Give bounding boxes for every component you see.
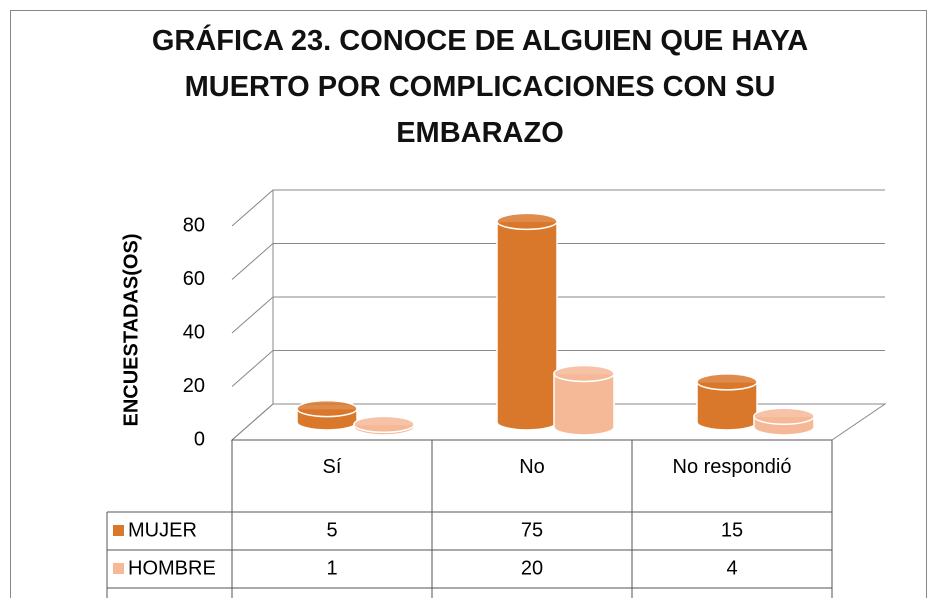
legend-key bbox=[113, 563, 124, 574]
bar-top bbox=[353, 415, 415, 434]
bar-top bbox=[496, 212, 558, 231]
table-value: 75 bbox=[521, 519, 543, 541]
bar bbox=[496, 220, 558, 431]
grid-line bbox=[231, 296, 885, 334]
category-label: No bbox=[519, 456, 545, 478]
legend-label: HOMBRE bbox=[128, 557, 216, 579]
y-tick-label: 80 bbox=[183, 214, 205, 236]
category-label: Sí bbox=[322, 456, 342, 478]
grid-line bbox=[231, 243, 885, 280]
y-tick-label: 0 bbox=[194, 428, 205, 450]
legend-label: MUJER bbox=[128, 519, 197, 541]
table-value: 15 bbox=[721, 519, 743, 541]
chart-title: GRÁFICA 23. CONOCE DE ALGUIEN QUE HAYA M… bbox=[151, 25, 809, 149]
y-tick-label: 60 bbox=[183, 268, 205, 290]
y-tick-label: 20 bbox=[183, 375, 205, 397]
bar-top bbox=[696, 373, 758, 391]
bar-top bbox=[753, 407, 815, 426]
category-label: No respondió bbox=[672, 456, 792, 478]
chart-border bbox=[10, 10, 927, 598]
y-tick-label: 40 bbox=[183, 321, 205, 343]
table-value: 20 bbox=[521, 557, 543, 579]
legend-key bbox=[113, 525, 124, 536]
bar-top bbox=[296, 399, 358, 418]
table-value: 5 bbox=[326, 519, 337, 541]
bar-top bbox=[553, 364, 615, 383]
y-axis-label: ENCUESTADAS(OS) bbox=[120, 234, 142, 427]
table-value: 4 bbox=[726, 557, 737, 579]
bar bbox=[553, 372, 615, 436]
table-value: 1 bbox=[326, 557, 337, 579]
grid-line bbox=[231, 189, 885, 227]
